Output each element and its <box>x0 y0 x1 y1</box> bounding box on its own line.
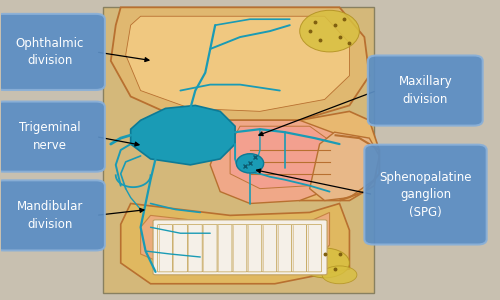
Polygon shape <box>300 111 380 200</box>
Text: Mandibular
division: Mandibular division <box>16 200 83 231</box>
Polygon shape <box>111 7 370 120</box>
Polygon shape <box>230 126 334 189</box>
Text: Ophthalmic
division: Ophthalmic division <box>16 37 84 67</box>
FancyBboxPatch shape <box>217 225 232 272</box>
Text: Maxillary
division: Maxillary division <box>398 75 452 106</box>
Polygon shape <box>120 203 350 284</box>
Polygon shape <box>310 132 380 200</box>
Polygon shape <box>210 120 350 203</box>
Ellipse shape <box>300 248 350 278</box>
Ellipse shape <box>322 266 357 284</box>
FancyBboxPatch shape <box>368 56 482 126</box>
FancyBboxPatch shape <box>364 145 486 244</box>
Text: Trigeminal
nerve: Trigeminal nerve <box>19 122 80 152</box>
FancyBboxPatch shape <box>232 225 247 272</box>
Ellipse shape <box>236 154 264 173</box>
FancyBboxPatch shape <box>247 225 262 272</box>
Polygon shape <box>140 212 330 269</box>
Text: Sphenopalatine
ganglion
(SPG): Sphenopalatine ganglion (SPG) <box>380 171 472 219</box>
FancyBboxPatch shape <box>158 225 172 272</box>
Ellipse shape <box>300 10 360 52</box>
FancyBboxPatch shape <box>0 102 105 172</box>
FancyBboxPatch shape <box>306 225 322 272</box>
FancyBboxPatch shape <box>262 225 277 272</box>
FancyBboxPatch shape <box>153 220 327 275</box>
FancyBboxPatch shape <box>104 7 374 293</box>
FancyBboxPatch shape <box>188 225 202 272</box>
FancyBboxPatch shape <box>202 225 217 272</box>
FancyBboxPatch shape <box>292 225 306 272</box>
FancyBboxPatch shape <box>172 225 188 272</box>
FancyBboxPatch shape <box>0 14 105 90</box>
Polygon shape <box>126 16 350 111</box>
FancyBboxPatch shape <box>277 225 292 272</box>
Polygon shape <box>130 105 235 165</box>
FancyBboxPatch shape <box>0 180 105 250</box>
